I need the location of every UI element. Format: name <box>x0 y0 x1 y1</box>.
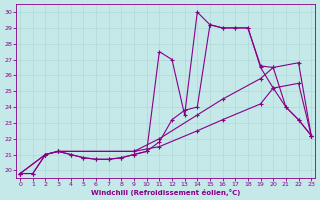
X-axis label: Windchill (Refroidissement éolien,°C): Windchill (Refroidissement éolien,°C) <box>91 189 240 196</box>
